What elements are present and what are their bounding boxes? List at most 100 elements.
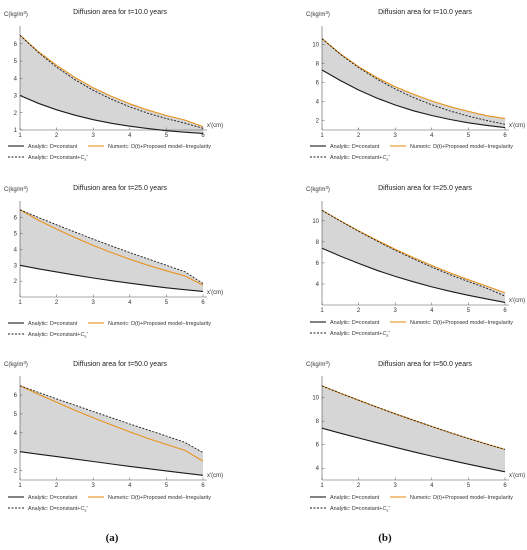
y-axis-label-main: C(kg/m xyxy=(4,362,23,368)
x-axis-label: x'(cm) xyxy=(207,473,223,479)
legend-label-analytic-cs-sup: * xyxy=(86,331,88,336)
x-tick-label: 3 xyxy=(394,133,398,139)
x-tick-label: 6 xyxy=(201,133,205,139)
y-tick-label: 2 xyxy=(14,469,18,475)
y-axis-label-close: ) xyxy=(26,12,28,18)
y-tick-label: 5 xyxy=(14,412,18,418)
y-tick-label: 6 xyxy=(316,261,320,267)
legend-label-analytic-cs-main: Analytic: D=constant+ xyxy=(330,331,382,337)
x-tick-label: 6 xyxy=(503,133,507,139)
y-tick-label: 2 xyxy=(14,111,18,117)
y-axis-label-close: ) xyxy=(26,187,28,193)
y-axis-label-main: C(kg/m xyxy=(4,187,23,193)
diffusion-area-fill xyxy=(20,209,203,292)
x-tick-label: 2 xyxy=(357,483,361,489)
caption-a: (a) xyxy=(106,532,119,544)
series-numeric-line xyxy=(19,385,204,462)
y-axis-label-main: C(kg/m xyxy=(306,187,325,193)
y-tick-label: 2 xyxy=(316,118,320,124)
x-tick-label: 6 xyxy=(503,308,507,314)
x-tick-label: 1 xyxy=(320,483,324,489)
legend-label-analytic-cs-main: Analytic: D=constant+ xyxy=(28,506,80,512)
diffusion-area-fill xyxy=(20,385,203,476)
legend: Analytic: D=constant Numeric: D(t)+Propos… xyxy=(8,321,211,339)
y-tick-label: 3 xyxy=(14,263,18,269)
y-axis-label: C(kg/m3) xyxy=(4,185,28,193)
chart-a-t10: Diffusion area for t=10.0 yearsC(kg/m3)1… xyxy=(4,9,223,162)
series-analytic-cs-line xyxy=(19,385,204,453)
y-tick-label: 10 xyxy=(312,396,319,402)
y-axis-label-exponent: 3 xyxy=(23,360,26,365)
legend-label-analytic-cs-sub: s xyxy=(386,508,388,513)
y-tick-label: 4 xyxy=(14,431,18,437)
x-tick-label: 2 xyxy=(357,133,361,139)
x-tick-label: 5 xyxy=(165,483,169,489)
x-tick-label: 5 xyxy=(467,483,471,489)
y-tick-label: 4 xyxy=(316,99,320,105)
chart-b-t25: Diffusion area for t=25.0 years C(kg/m3) 1… xyxy=(306,185,525,338)
legend: Analytic: D=constant Numeric: D(t)+Propos… xyxy=(310,320,513,338)
y-tick-label: 4 xyxy=(14,76,18,82)
x-tick-label: 5 xyxy=(165,300,169,306)
x-tick-label: 4 xyxy=(128,483,132,489)
y-axis-label-close: ) xyxy=(328,12,330,18)
x-tick-label: 2 xyxy=(55,483,59,489)
x-tick-label: 5 xyxy=(467,308,471,314)
y-axis-label: C(kg/m3) xyxy=(306,10,330,18)
legend-label-numeric: Numeric: D(t)+Proposed model–Irregularit… xyxy=(410,495,513,501)
legend-label-analytic-cs-symbol: C xyxy=(382,331,386,337)
y-tick-label: 4 xyxy=(316,282,320,288)
chart-title: Diffusion area for t=25.0 years xyxy=(378,185,472,192)
series-analytic-cs-line xyxy=(19,209,204,284)
legend-label-numeric: Numeric: D(t)+Proposed model–Irregularit… xyxy=(410,144,513,150)
y-tick-label: 6 xyxy=(14,216,18,222)
legend-label-analytic-cs-sup: * xyxy=(388,154,390,159)
y-axis-label-exponent: 3 xyxy=(23,185,26,190)
x-tick-label: 6 xyxy=(503,483,507,489)
legend-label-analytic-cs-symbol: C xyxy=(80,155,84,161)
y-axis-label: C(kg/m3) xyxy=(306,185,330,193)
series-analytic-line xyxy=(19,264,204,292)
x-tick-label: 1 xyxy=(18,483,22,489)
y-tick-label: 8 xyxy=(316,61,320,67)
x-tick-label: 1 xyxy=(320,308,324,314)
y-axis-label: C(kg/m3) xyxy=(4,10,28,18)
x-tick-label: 5 xyxy=(165,133,169,139)
y-tick-label: 4 xyxy=(14,247,18,253)
chart-title: Diffusion area for t=10.0 years xyxy=(378,9,472,16)
y-axis-label-exponent: 3 xyxy=(23,10,26,15)
x-tick-label: 2 xyxy=(357,308,361,314)
y-tick-label: 6 xyxy=(316,80,320,86)
x-tick-label: 1 xyxy=(18,300,22,306)
series-numeric-line xyxy=(321,38,506,120)
y-axis-label-exponent: 3 xyxy=(325,10,328,15)
legend-label-analytic-cs-main: Analytic: D=constant+ xyxy=(330,155,382,161)
legend-label-analytic-cs-sub: s xyxy=(84,157,86,162)
legend-label-analytic-cs-sub: s xyxy=(84,508,86,513)
y-axis-label-main: C(kg/m xyxy=(306,12,325,18)
series-analytic-line xyxy=(19,451,204,476)
legend-label-analytic-cs-sup: * xyxy=(86,505,88,510)
chart-title: Diffusion area for t=50.0 years xyxy=(73,361,167,368)
y-tick-label: 6 xyxy=(14,42,18,48)
y-axis-label-exponent: 3 xyxy=(325,185,328,190)
diffusion-area-fill xyxy=(322,38,505,128)
y-tick-label: 2 xyxy=(14,279,18,285)
y-tick-label: 8 xyxy=(316,240,320,246)
diffusion-area-fill xyxy=(322,385,505,472)
y-axis-label-exponent: 3 xyxy=(325,360,328,365)
legend-label-analytic-cs: Analytic: D=constant+Cs* xyxy=(330,154,390,162)
x-axis-label: x'(cm) xyxy=(509,473,525,479)
y-axis-label: C(kg/m3) xyxy=(306,360,330,368)
legend-label-analytic-cs-sup: * xyxy=(86,154,88,159)
y-tick-label: 10 xyxy=(312,42,319,48)
x-tick-label: 5 xyxy=(467,133,471,139)
legend-label-analytic-cs-symbol: C xyxy=(80,506,84,512)
y-tick-label: 4 xyxy=(316,466,320,472)
x-axis-label: x'(cm) xyxy=(509,123,525,129)
chart-title: Diffusion area for t=25.0 years xyxy=(73,185,167,192)
legend-label-numeric: Numeric: D(t)+Proposed model–Irregularit… xyxy=(108,495,211,501)
y-axis-label-main: C(kg/m xyxy=(4,12,23,18)
legend-label-analytic-cs: Analytic: D=constant+Cs* xyxy=(28,505,88,513)
